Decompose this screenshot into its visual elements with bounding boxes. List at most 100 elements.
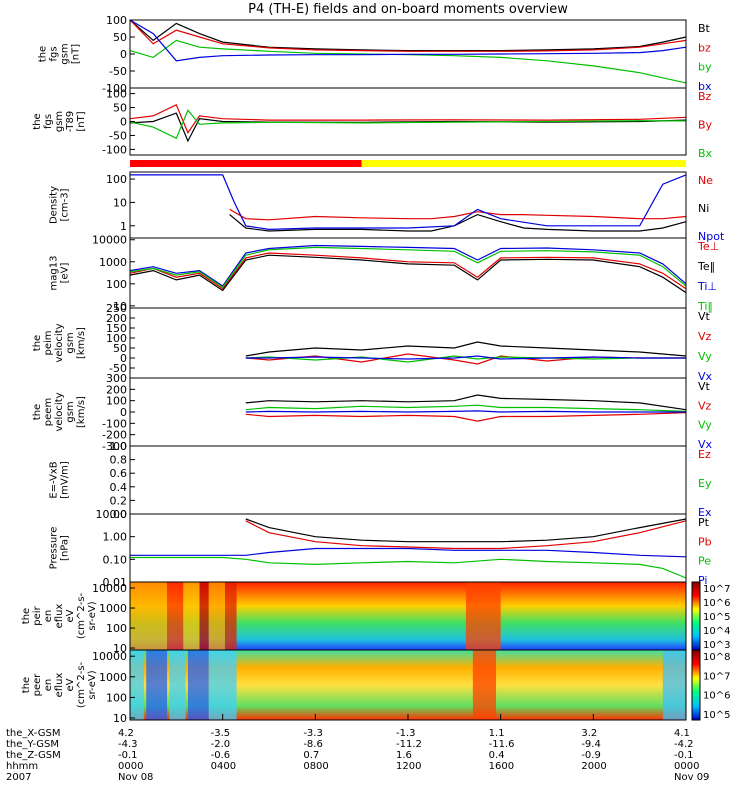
y-axis-label: the: [32, 335, 43, 351]
y-axis-label: peem: [43, 398, 54, 426]
colorbar-label: 10^6: [703, 598, 730, 609]
legend-Vy: Vy: [698, 350, 712, 363]
y-tick-label: -50: [109, 65, 127, 78]
series-Ne: [229, 208, 687, 221]
y-axis-label: [eV]: [60, 263, 71, 284]
colorbar-label: 10^6: [703, 691, 730, 702]
panel-peer_eflux: 10^8 10^7 10^6 10^5 10000 1000 100 10 the peer en e…: [21, 649, 730, 725]
x-tick-label: 0.4: [489, 750, 505, 761]
colorbar-label: 10^7: [703, 671, 730, 682]
heatmap-feature: [130, 650, 144, 720]
y-tick-label: 100: [106, 173, 127, 186]
y-axis-label: the: [21, 608, 32, 624]
heatmap-feature: [169, 650, 186, 720]
legend-Vx: Vx: [698, 370, 713, 383]
y-axis-label: fgs: [43, 114, 54, 129]
legend-Bx: Bx: [698, 147, 713, 160]
legend-Ni: Ni: [698, 202, 709, 215]
y-tick-label: 1000: [99, 256, 127, 269]
y-tick-label: -100: [102, 143, 127, 156]
y-tick-label: 1.00: [103, 531, 128, 544]
x-tick-label: 2000: [581, 761, 606, 772]
legend-Ne: Ne: [698, 174, 713, 187]
x-axis-row-label: the_Z-GSM: [6, 750, 61, 761]
series-Vt: [245, 341, 687, 357]
series-by: [129, 39, 687, 84]
x-tick-label: -0.1: [118, 750, 138, 761]
heatmap-feature: [146, 650, 168, 720]
x-tick-label: 0.7: [303, 750, 319, 761]
heatmap-feature: [224, 582, 237, 650]
heatmap-feature: [208, 582, 225, 650]
legend-Te‖: Te‖: [697, 260, 715, 273]
y-axis-label: velocity: [54, 392, 65, 431]
y-axis-label: Density: [49, 186, 60, 224]
y-tick-label: 100: [106, 88, 127, 101]
legend-Pi: Pi: [698, 574, 707, 587]
x-tick-label: 1200: [396, 761, 421, 772]
y-axis-label: en: [43, 610, 54, 623]
heatmap-feature: [130, 582, 168, 650]
y-tick-label: 0: [120, 406, 127, 419]
y-tick-label: 100: [106, 691, 127, 704]
colorbar-label: 10^3: [703, 640, 730, 651]
x-tick-label: 3.2: [581, 728, 597, 739]
y-tick-label: 100: [106, 14, 127, 27]
y-tick-label: 10.00: [96, 508, 128, 521]
y-axis-label: the: [21, 677, 32, 693]
y-tick-label: 0.4: [110, 481, 128, 494]
series-By: [129, 112, 687, 143]
y-tick-label: 10: [113, 642, 127, 655]
y-tick-label: 0.0: [110, 508, 128, 521]
legend-by: by: [698, 61, 712, 74]
y-tick-label: 100: [106, 278, 127, 291]
y-tick-label: 10000: [92, 650, 127, 663]
y-tick-label: 1: [120, 220, 127, 233]
y-axis-label: velocity: [54, 323, 65, 362]
panel-peir_eflux: 10^7 10^6 10^5 10^4 10^3 10000 1000 100 10 the pei…: [21, 581, 730, 655]
y-tick-label: 10000: [92, 234, 127, 247]
panel-density: 100 10 1 Density [cm-3] Ne Ni Npot: [49, 171, 725, 243]
y-axis-label: eV: [65, 678, 76, 691]
x-tick-label: -3.5: [211, 728, 231, 739]
y-axis-label: sr-eV): [87, 601, 98, 630]
legend-Vt: Vt: [698, 310, 711, 323]
y-tick-label: 0.01: [103, 576, 128, 589]
legend-Vx: Vx: [698, 438, 713, 451]
series-Pe: [130, 556, 687, 579]
y-axis-label: peir: [32, 605, 43, 625]
y-tick-label: 250: [106, 302, 127, 315]
y-axis-label: en: [43, 679, 54, 692]
y-tick-label: 150: [106, 322, 127, 335]
y-tick-label: 0.8: [110, 454, 128, 467]
y-tick-label: -300: [102, 440, 127, 453]
legend-Vz: Vz: [698, 330, 712, 343]
x-tick-label: 0400: [211, 761, 236, 772]
legend-Ez: Ez: [698, 448, 711, 461]
x-axis-row-label: 2007: [6, 772, 31, 783]
y-tick-label: 50: [113, 342, 127, 355]
y-tick-label: 0: [120, 48, 127, 61]
x-axis-row-label: the_Y-GSM: [6, 739, 59, 750]
panel-frame: [129, 307, 687, 379]
legend-Pb: Pb: [698, 535, 712, 548]
x-tick-label: 4.1: [674, 728, 690, 739]
series-Vx: [245, 355, 686, 360]
x-tick-label: 1.1: [489, 728, 505, 739]
y-axis-label: [nPa]: [60, 535, 71, 561]
panel-frame: [129, 237, 687, 309]
series-Pb: [245, 520, 687, 550]
y-axis-label: [km/s]: [76, 327, 87, 359]
y-axis-label: eflux: [54, 604, 65, 629]
x-tick-label: -11.6: [489, 739, 515, 750]
y-tick-label: 200: [106, 312, 127, 325]
series-Ti‖: [129, 246, 687, 289]
colorbar-label: 10^7: [703, 584, 730, 595]
x-tick-label: 4.2: [118, 728, 134, 739]
y-axis-label: (cm^2-s-: [76, 661, 87, 708]
panel-fgs: 100 50 0 -50 -100 the fgs gsm [nT] Bt bz by bx: [38, 14, 712, 95]
series-Vx: [245, 410, 686, 413]
series-Bt: [129, 19, 687, 52]
y-tick-label: 300: [106, 372, 127, 385]
y-tick-label: 0: [120, 352, 127, 365]
